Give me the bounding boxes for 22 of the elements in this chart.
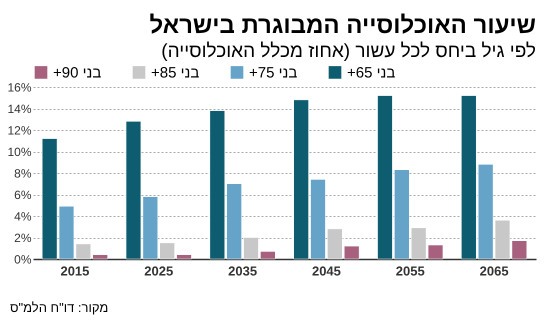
legend-label: בני 65+ bbox=[347, 64, 396, 82]
chart-subtitle: לפי גיל ביחס לכל עשור (אחוז מכלל האוכלוסייה) bbox=[160, 40, 536, 64]
legend-label: בני 85+ bbox=[151, 64, 200, 82]
y-tick-label: 16% bbox=[7, 80, 32, 94]
x-tick-label: 2065 bbox=[480, 264, 509, 278]
text: מקור: דו"ח הלמ"ס bbox=[10, 300, 108, 315]
chart-title: שיעור האוכלוסייה המבוגרת בישראל bbox=[148, 12, 536, 40]
y-tick-label: 12% bbox=[7, 124, 32, 138]
y-tick-label: 6% bbox=[14, 188, 32, 202]
y-tick-label: 2% bbox=[14, 231, 32, 245]
x-tick-label: 2045 bbox=[312, 264, 341, 278]
legend-label: בני 75+ bbox=[249, 64, 298, 82]
y-tick-label: 14% bbox=[7, 102, 32, 116]
x-tick-label: 2055 bbox=[396, 264, 425, 278]
x-tick-label: 2025 bbox=[144, 264, 174, 278]
y-tick-label: 4% bbox=[14, 210, 32, 224]
legend-label: בני 90+ bbox=[53, 64, 102, 82]
y-tick-label: 10% bbox=[7, 145, 32, 159]
y-tick-label: 0% bbox=[14, 252, 32, 266]
x-tick-label: 2015 bbox=[60, 264, 90, 278]
x-tick-label: 2035 bbox=[228, 264, 258, 278]
y-tick-label: 8% bbox=[14, 166, 32, 180]
